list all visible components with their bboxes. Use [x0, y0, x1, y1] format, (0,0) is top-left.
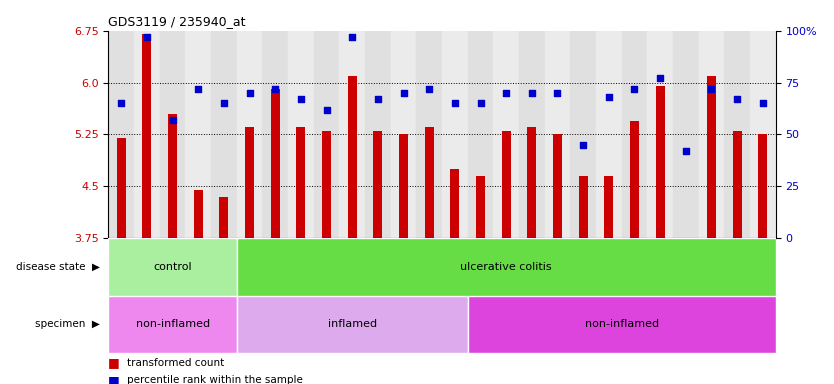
Point [602, 94, 615, 100]
Bar [647, 31, 673, 238]
Bar [263, 31, 288, 238]
Point [192, 86, 205, 92]
Bar [579, 176, 588, 238]
Text: percentile rank within the sample: percentile rank within the sample [127, 375, 303, 384]
Text: ulcerative colitis: ulcerative colitis [460, 262, 552, 272]
Bar [494, 31, 519, 238]
Bar [468, 296, 776, 353]
Point [423, 86, 436, 92]
Bar [630, 121, 639, 238]
Point [294, 96, 308, 102]
Text: GDS3119 / 235940_at: GDS3119 / 235940_at [108, 15, 246, 28]
Bar [193, 190, 203, 238]
Point [114, 100, 128, 106]
Bar [416, 31, 442, 238]
Bar [724, 31, 750, 238]
Text: disease state  ▶: disease state ▶ [16, 262, 100, 272]
Bar [211, 31, 237, 238]
Point [576, 142, 590, 148]
Text: transformed count: transformed count [127, 358, 224, 368]
Bar [237, 238, 776, 296]
Bar [621, 31, 647, 238]
Bar [348, 76, 357, 238]
Bar [390, 31, 416, 238]
Text: non-inflamed: non-inflamed [135, 319, 209, 329]
Point [448, 100, 461, 106]
Bar [296, 127, 305, 238]
Point [371, 96, 384, 102]
Point [679, 148, 692, 154]
Point [731, 96, 744, 102]
Bar [160, 31, 185, 238]
Bar [185, 31, 211, 238]
Bar [245, 127, 254, 238]
Point [474, 100, 487, 106]
Bar [168, 114, 177, 238]
Point [756, 100, 770, 106]
Bar [288, 31, 314, 238]
Bar [374, 131, 382, 238]
Bar [527, 127, 536, 238]
Bar [108, 238, 237, 296]
Bar [553, 134, 562, 238]
Bar [656, 86, 665, 238]
Bar [219, 197, 229, 238]
Text: ■: ■ [108, 356, 124, 369]
Bar [758, 134, 767, 238]
Bar [322, 131, 331, 238]
Bar [237, 296, 468, 353]
Point [525, 90, 539, 96]
Bar [271, 89, 279, 238]
Point [705, 86, 718, 92]
Text: control: control [153, 262, 192, 272]
Bar [365, 31, 390, 238]
Point [269, 86, 282, 92]
Bar [570, 31, 596, 238]
Bar [468, 31, 494, 238]
Point [628, 86, 641, 92]
Bar [399, 134, 408, 238]
Bar [605, 176, 613, 238]
Bar [699, 31, 724, 238]
Text: inflamed: inflamed [328, 319, 377, 329]
Point [140, 34, 153, 40]
Bar [108, 31, 134, 238]
Bar [425, 127, 434, 238]
Bar [108, 296, 237, 353]
Point [345, 34, 359, 40]
Point [166, 117, 179, 123]
Point [243, 90, 256, 96]
Bar [237, 31, 263, 238]
Bar [519, 31, 545, 238]
Bar [134, 31, 160, 238]
Text: specimen  ▶: specimen ▶ [35, 319, 100, 329]
Point [550, 90, 564, 96]
Bar [707, 76, 716, 238]
Point [320, 106, 334, 113]
Bar [117, 138, 126, 238]
Bar [339, 31, 365, 238]
Point [500, 90, 513, 96]
Text: ■: ■ [108, 374, 124, 384]
Bar [450, 169, 460, 238]
Bar [596, 31, 621, 238]
Bar [442, 31, 468, 238]
Bar [143, 34, 152, 238]
Text: non-inflamed: non-inflamed [585, 319, 659, 329]
Bar [673, 31, 699, 238]
Bar [750, 31, 776, 238]
Bar [476, 176, 485, 238]
Point [654, 75, 667, 81]
Bar [732, 131, 741, 238]
Point [397, 90, 410, 96]
Bar [314, 31, 339, 238]
Point [217, 100, 230, 106]
Bar [502, 131, 510, 238]
Bar [545, 31, 570, 238]
